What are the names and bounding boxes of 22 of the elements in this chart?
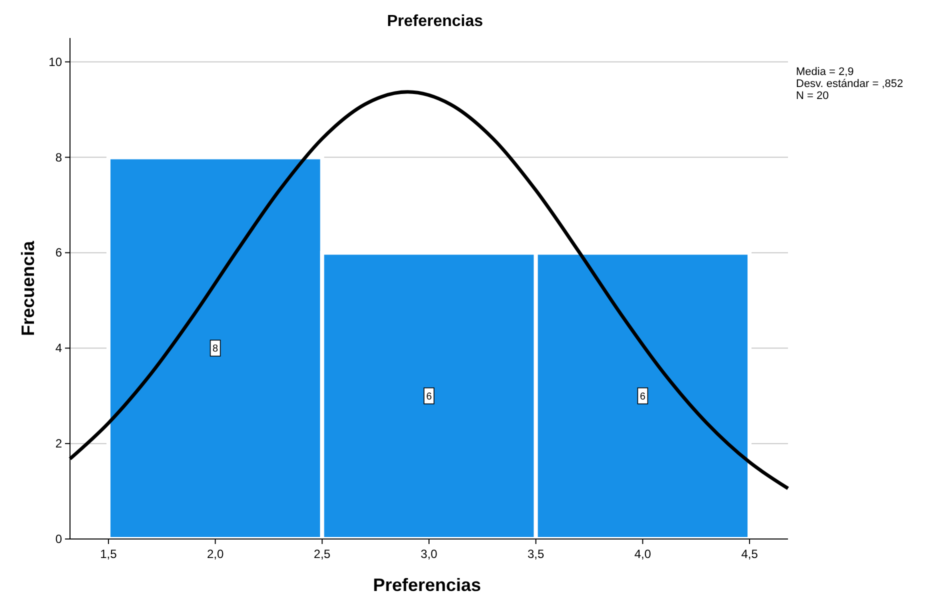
x-axis-title: Preferencias xyxy=(372,575,482,595)
x-tick-label: 2,5 xyxy=(314,547,331,561)
y-tick-label: 4 xyxy=(55,341,62,356)
y-tick-label: 2 xyxy=(55,436,62,451)
text: N = 20 xyxy=(796,90,829,102)
x-tick-label: 4,0 xyxy=(634,547,652,561)
x-tick-label: 3,5 xyxy=(528,547,545,561)
y-tick-label: 10 xyxy=(48,54,62,69)
y-tick-label: 0 xyxy=(55,532,62,546)
y-axis-title: Frecuencia xyxy=(18,240,38,336)
data-label: 6 xyxy=(640,391,646,402)
data-label: 6 xyxy=(426,391,432,402)
y-tick-label: 8 xyxy=(55,150,62,164)
x-tick-label: 3,0 xyxy=(420,547,438,561)
data-label: 8 xyxy=(212,344,219,355)
x-tick-label: 4,5 xyxy=(741,547,758,561)
text: Media = 2,9 xyxy=(796,66,854,78)
chart-title: Preferencias xyxy=(386,13,484,30)
y-tick-label: 6 xyxy=(55,246,62,260)
x-tick-label: 1,5 xyxy=(100,547,118,561)
text: Desv. estándar = ,852 xyxy=(796,78,904,90)
x-tick-label: 2,0 xyxy=(206,547,224,561)
